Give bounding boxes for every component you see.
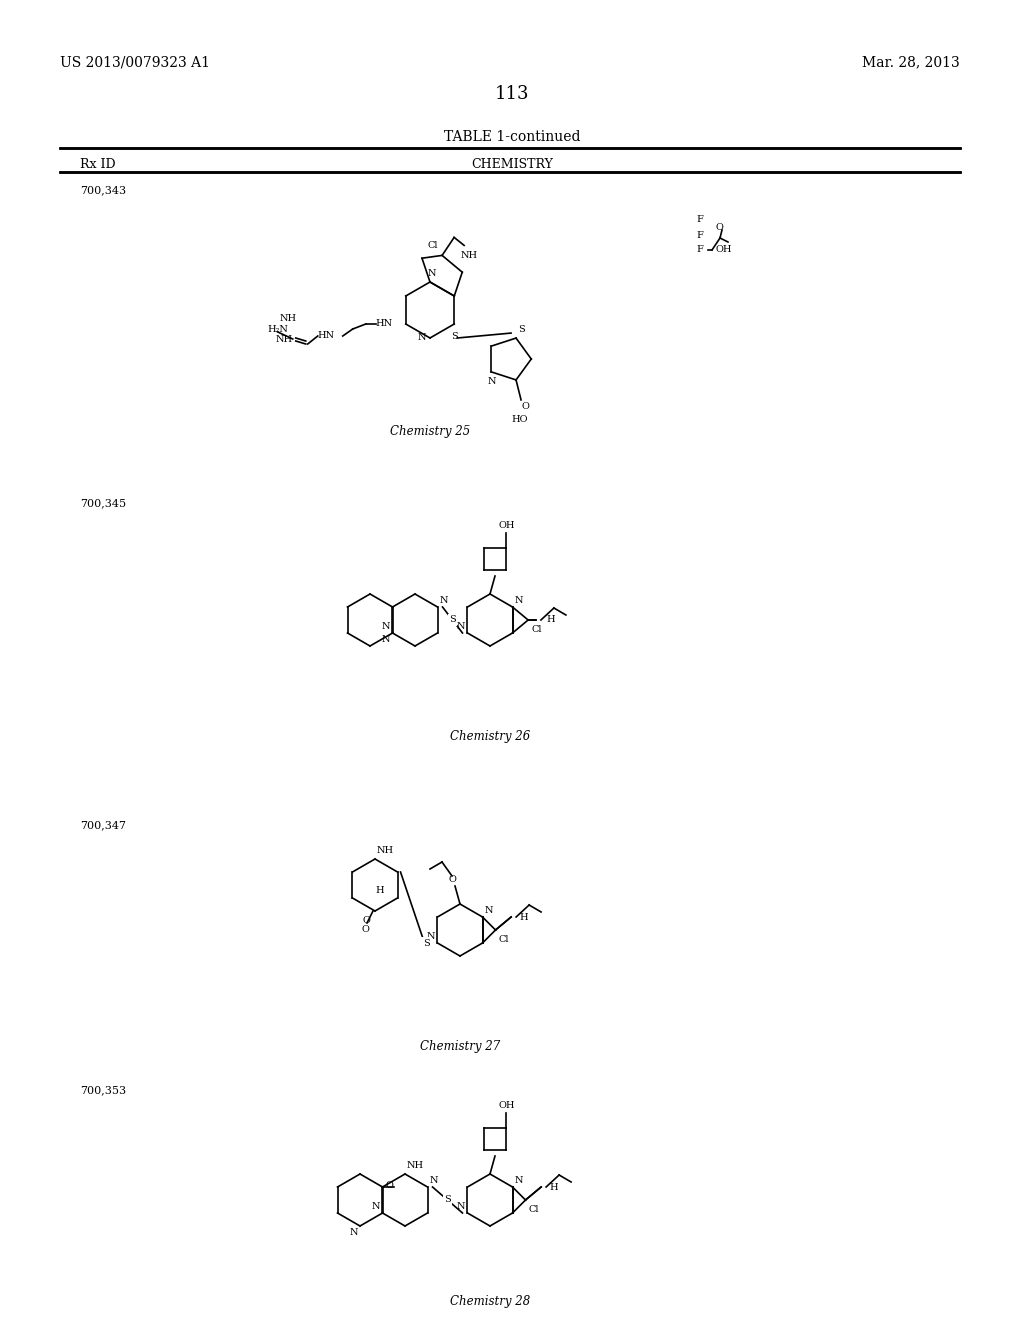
Text: OH: OH bbox=[498, 520, 515, 529]
Text: Chemistry 26: Chemistry 26 bbox=[450, 730, 530, 743]
Text: H: H bbox=[519, 912, 527, 921]
Text: H: H bbox=[376, 886, 384, 895]
Text: N: N bbox=[382, 622, 390, 631]
Text: 700,345: 700,345 bbox=[80, 498, 126, 508]
Text: Chemistry 27: Chemistry 27 bbox=[420, 1040, 500, 1053]
Text: N: N bbox=[487, 378, 496, 385]
Text: N: N bbox=[457, 1203, 466, 1210]
Text: N: N bbox=[484, 906, 493, 915]
Text: H: H bbox=[549, 1183, 558, 1192]
Text: NH: NH bbox=[407, 1162, 424, 1170]
Text: OH: OH bbox=[715, 246, 731, 255]
Text: Cl: Cl bbox=[531, 624, 542, 634]
Text: F: F bbox=[696, 215, 703, 224]
Text: NH: NH bbox=[460, 251, 477, 260]
Text: CHEMISTRY: CHEMISTRY bbox=[471, 158, 553, 172]
Text: N: N bbox=[439, 597, 449, 605]
Text: N: N bbox=[382, 635, 390, 644]
Text: 700,347: 700,347 bbox=[80, 820, 126, 830]
Text: N: N bbox=[349, 1228, 358, 1237]
Text: S: S bbox=[423, 939, 429, 948]
Text: N: N bbox=[514, 597, 523, 605]
Text: O: O bbox=[361, 925, 369, 935]
Text: O: O bbox=[385, 1180, 393, 1189]
Text: O: O bbox=[715, 223, 723, 232]
Text: F: F bbox=[696, 246, 703, 255]
Text: F: F bbox=[696, 231, 703, 239]
Text: S: S bbox=[518, 325, 524, 334]
Text: Mar. 28, 2013: Mar. 28, 2013 bbox=[862, 55, 961, 69]
Text: HN: HN bbox=[376, 319, 393, 329]
Text: US 2013/0079323 A1: US 2013/0079323 A1 bbox=[60, 55, 210, 69]
Text: HN: HN bbox=[317, 331, 335, 341]
Text: NH: NH bbox=[280, 314, 296, 323]
Text: H₂N: H₂N bbox=[267, 325, 289, 334]
Text: N: N bbox=[428, 269, 436, 279]
Text: NH: NH bbox=[377, 846, 394, 855]
Text: N: N bbox=[418, 334, 426, 342]
Text: 700,353: 700,353 bbox=[80, 1085, 126, 1096]
Text: H: H bbox=[546, 615, 555, 624]
Text: N: N bbox=[372, 1203, 381, 1210]
Text: HO: HO bbox=[511, 414, 527, 424]
Text: 113: 113 bbox=[495, 84, 529, 103]
Text: N: N bbox=[457, 622, 466, 631]
Text: TABLE 1-continued: TABLE 1-continued bbox=[443, 129, 581, 144]
Text: Chemistry 28: Chemistry 28 bbox=[450, 1295, 530, 1308]
Text: O: O bbox=[449, 875, 456, 884]
Text: O: O bbox=[521, 401, 529, 411]
Text: S: S bbox=[451, 333, 458, 341]
Text: Cl: Cl bbox=[528, 1205, 539, 1214]
Text: 700,343: 700,343 bbox=[80, 185, 126, 195]
Text: NH: NH bbox=[275, 334, 293, 343]
Text: S: S bbox=[444, 1196, 451, 1204]
Text: N: N bbox=[429, 1176, 438, 1185]
Text: N: N bbox=[514, 1176, 523, 1185]
Text: N: N bbox=[427, 932, 435, 941]
Text: Cl: Cl bbox=[499, 935, 509, 944]
Text: OH: OH bbox=[498, 1101, 515, 1110]
Text: O: O bbox=[362, 916, 370, 925]
Text: Rx ID: Rx ID bbox=[80, 158, 116, 172]
Text: Chemistry 25: Chemistry 25 bbox=[390, 425, 470, 438]
Text: Cl: Cl bbox=[427, 242, 437, 251]
Text: S: S bbox=[450, 615, 456, 624]
